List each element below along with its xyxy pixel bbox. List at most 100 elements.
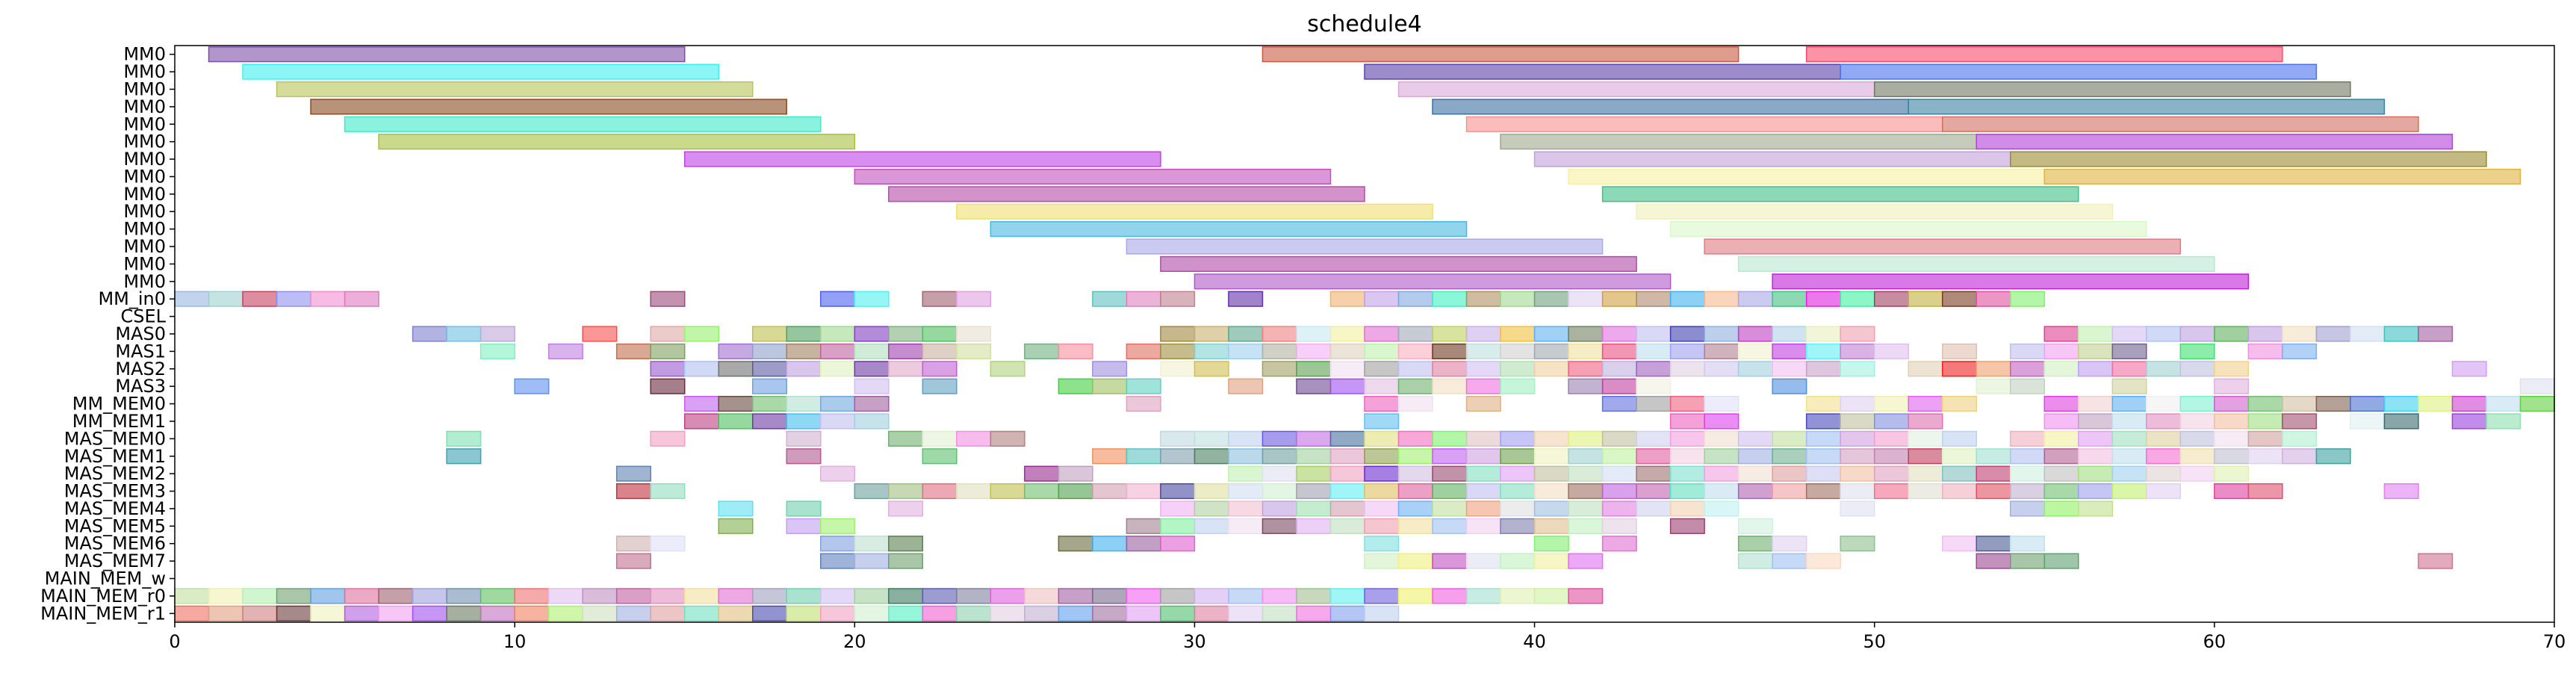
task-bar (1601, 465, 1637, 482)
task-bar (888, 500, 924, 517)
task-bar (2179, 448, 2215, 465)
task-bar (922, 605, 958, 621)
task-bar (1772, 430, 1807, 447)
task-bar (1873, 291, 1909, 307)
task-bar (683, 396, 719, 412)
task-bar (1160, 588, 1196, 604)
task-bar (344, 116, 822, 132)
task-bar (2214, 361, 2250, 377)
task-bar (1601, 518, 1637, 534)
task-bar (1194, 326, 1229, 342)
task-bar (1228, 588, 1264, 604)
task-bar (1228, 483, 1264, 500)
task-bar (1805, 413, 1841, 430)
task-bar (786, 396, 822, 412)
x-tick-label: 30 (1183, 631, 1206, 652)
task-bar (2043, 448, 2079, 465)
task-bar (1397, 343, 1433, 359)
task-bar (615, 465, 651, 482)
task-bar (1737, 536, 1773, 552)
task-bar (1261, 465, 1297, 482)
task-bar (1908, 361, 1943, 377)
task-bar (1840, 396, 1875, 412)
y-tick-label: MAS1 (115, 341, 166, 362)
task-bar (1432, 326, 1468, 342)
task-bar (1432, 448, 1468, 465)
task-bar (1669, 518, 1705, 534)
task-bar (276, 81, 754, 98)
task-bar (2350, 326, 2386, 342)
task-bar (1364, 605, 1400, 621)
task-bar (1465, 518, 1501, 534)
task-bar (650, 378, 686, 394)
task-bar (1397, 430, 1433, 447)
task-bar (2043, 553, 2079, 569)
task-bar (751, 588, 788, 604)
y-axis: MM0MM0MM0MM0MM0MM0MM0MM0MM0MM0MM0MM0MM0M… (40, 44, 175, 624)
task-bar (1772, 553, 1807, 569)
task-bar (1976, 536, 2011, 552)
task-bar (650, 588, 686, 604)
task-bar (888, 553, 924, 569)
task-bar (751, 605, 788, 621)
task-bar (718, 413, 754, 430)
task-bar (1024, 343, 1060, 359)
task-bar (2282, 326, 2318, 342)
task-bar (1840, 483, 1875, 500)
task-bar (1636, 430, 1672, 447)
task-bar (276, 605, 311, 621)
task-bar (446, 588, 482, 604)
task-bar (1941, 536, 1978, 552)
task-bar (1533, 518, 1569, 534)
task-bar (718, 396, 754, 412)
task-bar (1840, 430, 1875, 447)
task-bar (683, 413, 719, 430)
task-bar (1432, 361, 1468, 377)
task-bar (208, 605, 243, 621)
task-bar (1669, 361, 1705, 377)
task-bar (1296, 448, 1332, 465)
task-bar (650, 343, 686, 359)
task-bar (956, 588, 992, 604)
task-bar (1976, 378, 2011, 394)
task-bar (956, 291, 992, 307)
task-bar (854, 291, 890, 307)
task-bar (547, 343, 583, 359)
task-bar (1636, 378, 1672, 394)
task-bar (854, 326, 890, 342)
task-bars (174, 46, 2555, 621)
task-bar (412, 326, 447, 342)
y-tick-label: MAS_MEM2 (64, 463, 166, 484)
task-bar (1772, 448, 1807, 465)
task-bar (1432, 465, 1468, 482)
task-bar (2146, 448, 2182, 465)
task-bar (2451, 361, 2487, 377)
task-bar (854, 413, 890, 430)
task-bar (888, 186, 1365, 202)
task-bar (751, 343, 788, 359)
y-tick-label: MM0 (123, 78, 166, 99)
task-bar (1432, 518, 1468, 534)
task-bar (2010, 465, 2046, 482)
y-tick-label: MAS_MEM6 (64, 533, 166, 554)
task-bar (2111, 396, 2147, 412)
task-bar (1568, 291, 1604, 307)
task-bar (1364, 483, 1400, 500)
task-bar (242, 588, 278, 604)
task-bar (1636, 396, 1672, 412)
task-bar (820, 343, 856, 359)
task-bar (1126, 343, 1161, 359)
task-bar (1568, 553, 1604, 569)
task-bar (1058, 605, 1093, 621)
task-bar (1568, 326, 1604, 342)
task-bar (1568, 518, 1604, 534)
task-bar (2214, 396, 2250, 412)
task-bar (1432, 291, 1468, 307)
task-bar (2043, 168, 2521, 185)
task-bar (1873, 343, 1909, 359)
task-bar (1840, 361, 1875, 377)
task-bar (1160, 255, 1637, 272)
task-bar (378, 134, 856, 150)
task-bar (2078, 361, 2114, 377)
task-bar (615, 588, 651, 604)
